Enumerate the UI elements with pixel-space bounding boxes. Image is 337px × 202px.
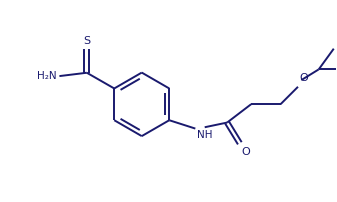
Text: O: O <box>242 147 250 157</box>
Text: O: O <box>299 74 308 83</box>
Text: NH: NH <box>197 130 212 140</box>
Text: H₂N: H₂N <box>37 71 57 81</box>
Text: S: S <box>83 36 90 46</box>
